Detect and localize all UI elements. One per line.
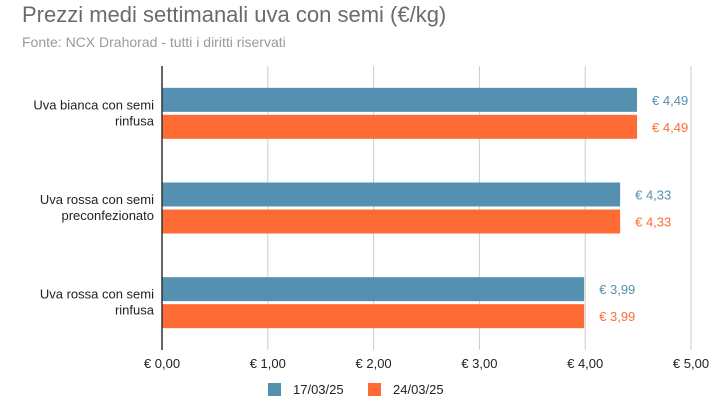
- category-label-1-line-2: rinfusa: [115, 113, 155, 128]
- legend-swatch-series-1: [268, 383, 281, 396]
- x-tick-label-5: € 5,00: [673, 356, 709, 371]
- data-label-2-3: € 3,99: [599, 309, 635, 324]
- bar-2-1: [162, 114, 638, 139]
- chart-title: Prezzi medi settimanali uva con semi (€/…: [22, 2, 447, 27]
- data-label-2-2: € 4,33: [635, 215, 671, 230]
- bar-1-1: [162, 87, 638, 112]
- x-tick-label-0: € 0,00: [144, 356, 180, 371]
- legend-label-series-2: 24/03/25: [393, 382, 444, 397]
- x-tick-label-2: € 2,00: [356, 356, 392, 371]
- data-label-1-3: € 3,99: [599, 282, 635, 297]
- bar-1-3: [162, 277, 585, 302]
- category-label-3-line-2: rinfusa: [115, 303, 155, 318]
- data-label-1-2: € 4,33: [635, 188, 671, 203]
- bar-chart: € 0,00 € 1,00 € 2,00 € 3,00 € 4,00 € 5,00 € 4,…: [33, 66, 709, 371]
- bar-2-3: [162, 304, 585, 329]
- bar-1-2: [162, 182, 621, 207]
- bar-2-2: [162, 209, 621, 234]
- category-label-2-line-1: Uva rossa con semi: [40, 192, 154, 207]
- data-label-2-1: € 4,49: [652, 120, 688, 135]
- category-label-3-line-1: Uva rossa con semi: [40, 287, 154, 302]
- category-label-1-line-1: Uva bianca con semi: [33, 97, 154, 112]
- x-tick-label-3: € 3,00: [461, 356, 497, 371]
- legend-swatch-series-2: [368, 383, 381, 396]
- x-tick-label-4: € 4,00: [567, 356, 603, 371]
- legend-item-series-1: 17/03/25: [268, 382, 344, 397]
- category-label-2-line-2: preconfezionato: [61, 208, 154, 223]
- chart-subtitle: Fonte: NCX Drahorad - tutti i diritti ri…: [22, 34, 286, 50]
- legend-label-series-1: 17/03/25: [293, 382, 344, 397]
- legend-item-series-2: 24/03/25: [368, 382, 444, 397]
- x-tick-label-1: € 1,00: [250, 356, 286, 371]
- legend: 17/03/25 24/03/25: [0, 382, 712, 400]
- data-label-1-1: € 4,49: [652, 93, 688, 108]
